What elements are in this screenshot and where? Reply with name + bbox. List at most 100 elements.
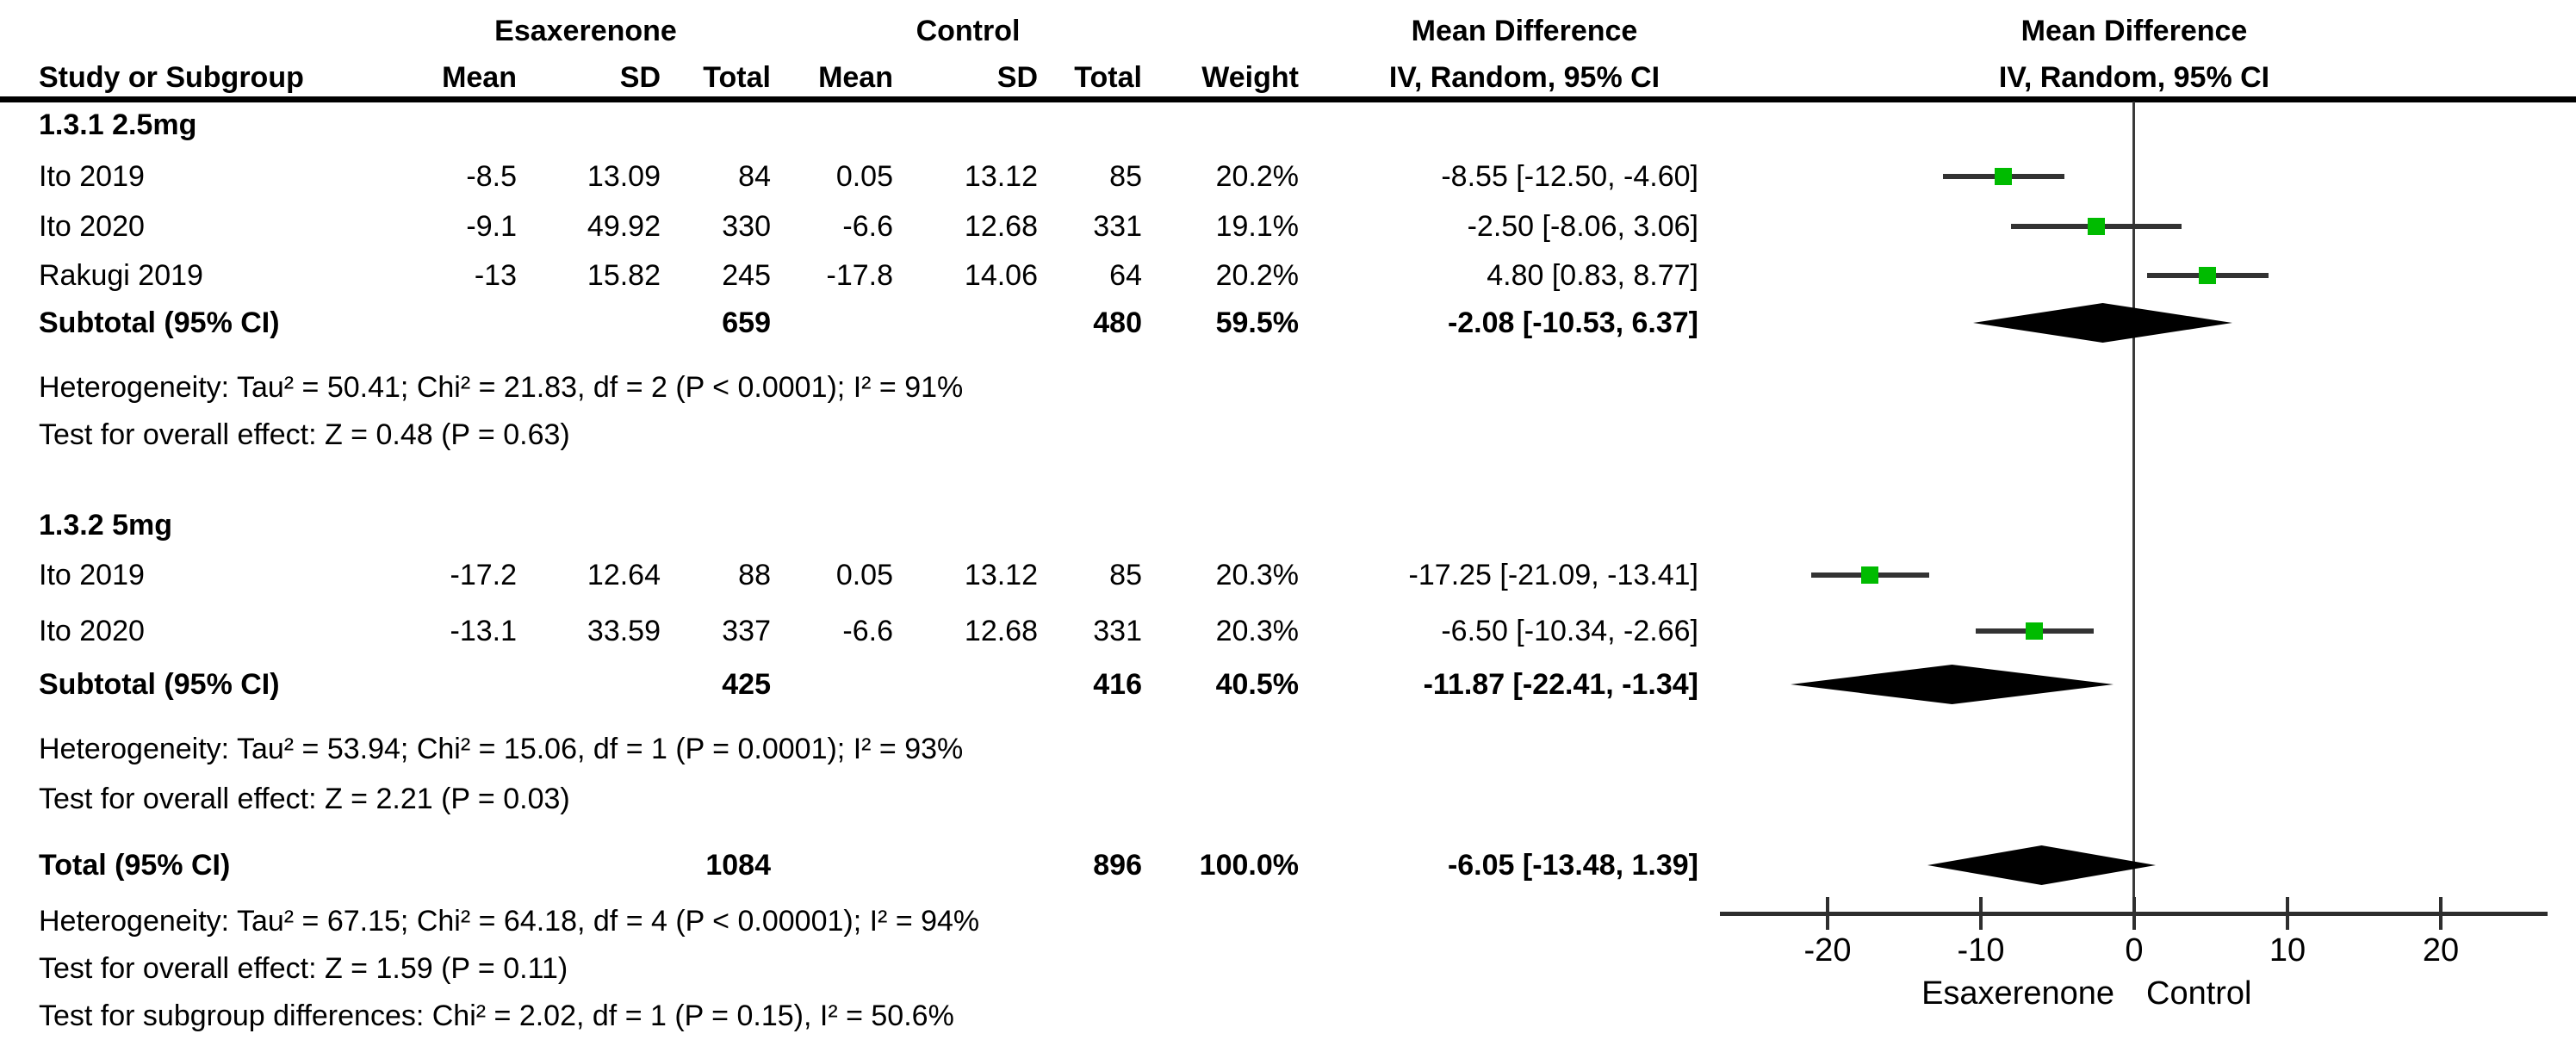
subtotal-cell-weight: 59.5% bbox=[1215, 306, 1299, 339]
study-cell-md_ci: -2.50 [-8.06, 3.06] bbox=[1467, 210, 1698, 243]
total-cell-n_e: 1084 bbox=[705, 849, 771, 882]
x-axis-tick bbox=[2439, 897, 2443, 930]
study-cell-mean_e: -9.1 bbox=[466, 210, 517, 243]
x-axis-tick bbox=[2286, 897, 2289, 930]
subgroup-label: 1.3.2 5mg bbox=[39, 509, 172, 542]
subtotal-cell-n_e: 425 bbox=[722, 668, 771, 701]
study-cell-mean_e: -17.2 bbox=[450, 559, 518, 591]
total-diamond bbox=[1927, 845, 2156, 885]
col-header-mean-esax: Mean bbox=[442, 61, 517, 94]
header-rule bbox=[0, 96, 2576, 102]
study-cell-mean_c: -6.6 bbox=[842, 210, 893, 243]
x-tick-label: 20 bbox=[2422, 932, 2460, 969]
study-cell-weight: 19.1% bbox=[1215, 210, 1299, 243]
subgroup-differences-text: Test for subgroup differences: Chi² = 2.… bbox=[39, 1000, 954, 1032]
point-estimate-marker bbox=[1995, 168, 2012, 185]
overall-effect-text: Test for overall effect: Z = 0.48 (P = 0… bbox=[39, 418, 570, 451]
total-overall-effect-text: Test for overall effect: Z = 1.59 (P = 0… bbox=[39, 952, 568, 985]
study-cell-sd_c: 12.68 bbox=[964, 615, 1038, 647]
study-cell-sd_e: 12.64 bbox=[587, 559, 661, 591]
x-tick-label: 10 bbox=[2269, 932, 2306, 969]
col-header-sd-control: SD bbox=[996, 61, 1038, 94]
group-header-esaxerenone: Esaxerenone bbox=[494, 15, 677, 47]
subtotal-diamond bbox=[1791, 665, 2114, 704]
study-cell-md_ci: -8.55 [-12.50, -4.60] bbox=[1441, 160, 1698, 193]
col-header-total-esax: Total bbox=[703, 61, 771, 94]
subtotal-cell-weight: 40.5% bbox=[1215, 668, 1299, 701]
col-header-study: Study or Subgroup bbox=[39, 61, 304, 94]
subtotal-label: Subtotal (95% CI) bbox=[39, 306, 280, 339]
heterogeneity-text: Heterogeneity: Tau² = 50.41; Chi² = 21.8… bbox=[39, 371, 964, 404]
study-cell-n_e: 330 bbox=[722, 210, 771, 243]
x-axis-tick bbox=[1826, 897, 1829, 930]
study-cell-mean_c: -6.6 bbox=[842, 615, 893, 647]
subgroup-label: 1.3.1 2.5mg bbox=[39, 108, 197, 141]
study-cell-sd_e: 33.59 bbox=[587, 615, 661, 647]
study-name: Rakugi 2019 bbox=[39, 259, 203, 292]
study-cell-sd_e: 13.09 bbox=[587, 160, 661, 193]
study-cell-weight: 20.2% bbox=[1215, 259, 1299, 292]
total-cell-weight: 100.0% bbox=[1199, 849, 1299, 882]
col-header-iv-random-table: IV, Random, 95% CI bbox=[1388, 61, 1660, 94]
group-header-mean-difference-table: Mean Difference bbox=[1411, 15, 1638, 47]
study-cell-mean_c: 0.05 bbox=[835, 559, 893, 591]
study-cell-n_e: 88 bbox=[738, 559, 771, 591]
subtotal-cell-md_ci: -2.08 [-10.53, 6.37] bbox=[1447, 306, 1698, 339]
study-cell-mean_c: 0.05 bbox=[835, 160, 893, 193]
x-tick-label: -10 bbox=[1957, 932, 2005, 969]
favours-left-label: Esaxerenone bbox=[1921, 975, 2114, 1012]
study-cell-md_ci: -17.25 [-21.09, -13.41] bbox=[1408, 559, 1698, 591]
study-cell-sd_c: 13.12 bbox=[964, 559, 1038, 591]
study-name: Ito 2019 bbox=[39, 559, 145, 591]
study-cell-n_c: 64 bbox=[1109, 259, 1142, 292]
point-estimate-marker bbox=[2088, 218, 2105, 235]
x-axis-tick bbox=[1979, 897, 1983, 930]
x-tick-label: 0 bbox=[2125, 932, 2144, 969]
study-cell-mean_e: -13 bbox=[474, 259, 517, 292]
study-cell-sd_c: 12.68 bbox=[964, 210, 1038, 243]
subtotal-diamond bbox=[1973, 303, 2232, 343]
subtotal-cell-n_c: 416 bbox=[1093, 668, 1142, 701]
col-header-sd-esax: SD bbox=[619, 61, 661, 94]
favours-right-label: Control bbox=[2146, 975, 2252, 1012]
study-cell-weight: 20.3% bbox=[1215, 615, 1299, 647]
total-cell-n_c: 896 bbox=[1093, 849, 1142, 882]
x-axis-tick bbox=[2132, 897, 2136, 930]
total-heterogeneity-text: Heterogeneity: Tau² = 67.15; Chi² = 64.1… bbox=[39, 905, 980, 938]
study-cell-n_e: 84 bbox=[738, 160, 771, 193]
col-header-mean-control: Mean bbox=[818, 61, 893, 94]
study-cell-n_e: 337 bbox=[722, 615, 771, 647]
col-header-total-control: Total bbox=[1074, 61, 1142, 94]
study-cell-md_ci: 4.80 [0.83, 8.77] bbox=[1487, 259, 1698, 292]
study-cell-mean_e: -13.1 bbox=[450, 615, 518, 647]
overall-effect-text: Test for overall effect: Z = 2.21 (P = 0… bbox=[39, 783, 570, 815]
heterogeneity-text: Heterogeneity: Tau² = 53.94; Chi² = 15.0… bbox=[39, 733, 964, 765]
point-estimate-marker bbox=[2199, 267, 2216, 284]
group-header-control: Control bbox=[916, 15, 1021, 47]
subtotal-cell-md_ci: -11.87 [-22.41, -1.34] bbox=[1423, 668, 1698, 701]
x-tick-label: -20 bbox=[1803, 932, 1852, 969]
point-estimate-marker bbox=[2026, 622, 2043, 640]
study-cell-weight: 20.2% bbox=[1215, 160, 1299, 193]
study-name: Ito 2020 bbox=[39, 615, 145, 647]
study-cell-weight: 20.3% bbox=[1215, 559, 1299, 591]
group-header-mean-difference-plot: Mean Difference bbox=[2020, 15, 2248, 47]
total-label: Total (95% CI) bbox=[39, 849, 231, 882]
study-cell-n_c: 85 bbox=[1109, 559, 1142, 591]
study-cell-mean_e: -8.5 bbox=[466, 160, 517, 193]
study-cell-n_c: 331 bbox=[1093, 615, 1142, 647]
study-cell-n_e: 245 bbox=[722, 259, 771, 292]
study-cell-md_ci: -6.50 [-10.34, -2.66] bbox=[1441, 615, 1698, 647]
study-cell-n_c: 331 bbox=[1093, 210, 1142, 243]
subtotal-cell-n_c: 480 bbox=[1093, 306, 1142, 339]
study-cell-sd_e: 15.82 bbox=[587, 259, 661, 292]
study-cell-mean_c: -17.8 bbox=[826, 259, 894, 292]
zero-line bbox=[2132, 102, 2135, 914]
study-cell-sd_e: 49.92 bbox=[587, 210, 661, 243]
point-estimate-marker bbox=[1861, 566, 1878, 584]
study-cell-sd_c: 14.06 bbox=[964, 259, 1038, 292]
study-cell-n_c: 85 bbox=[1109, 160, 1142, 193]
